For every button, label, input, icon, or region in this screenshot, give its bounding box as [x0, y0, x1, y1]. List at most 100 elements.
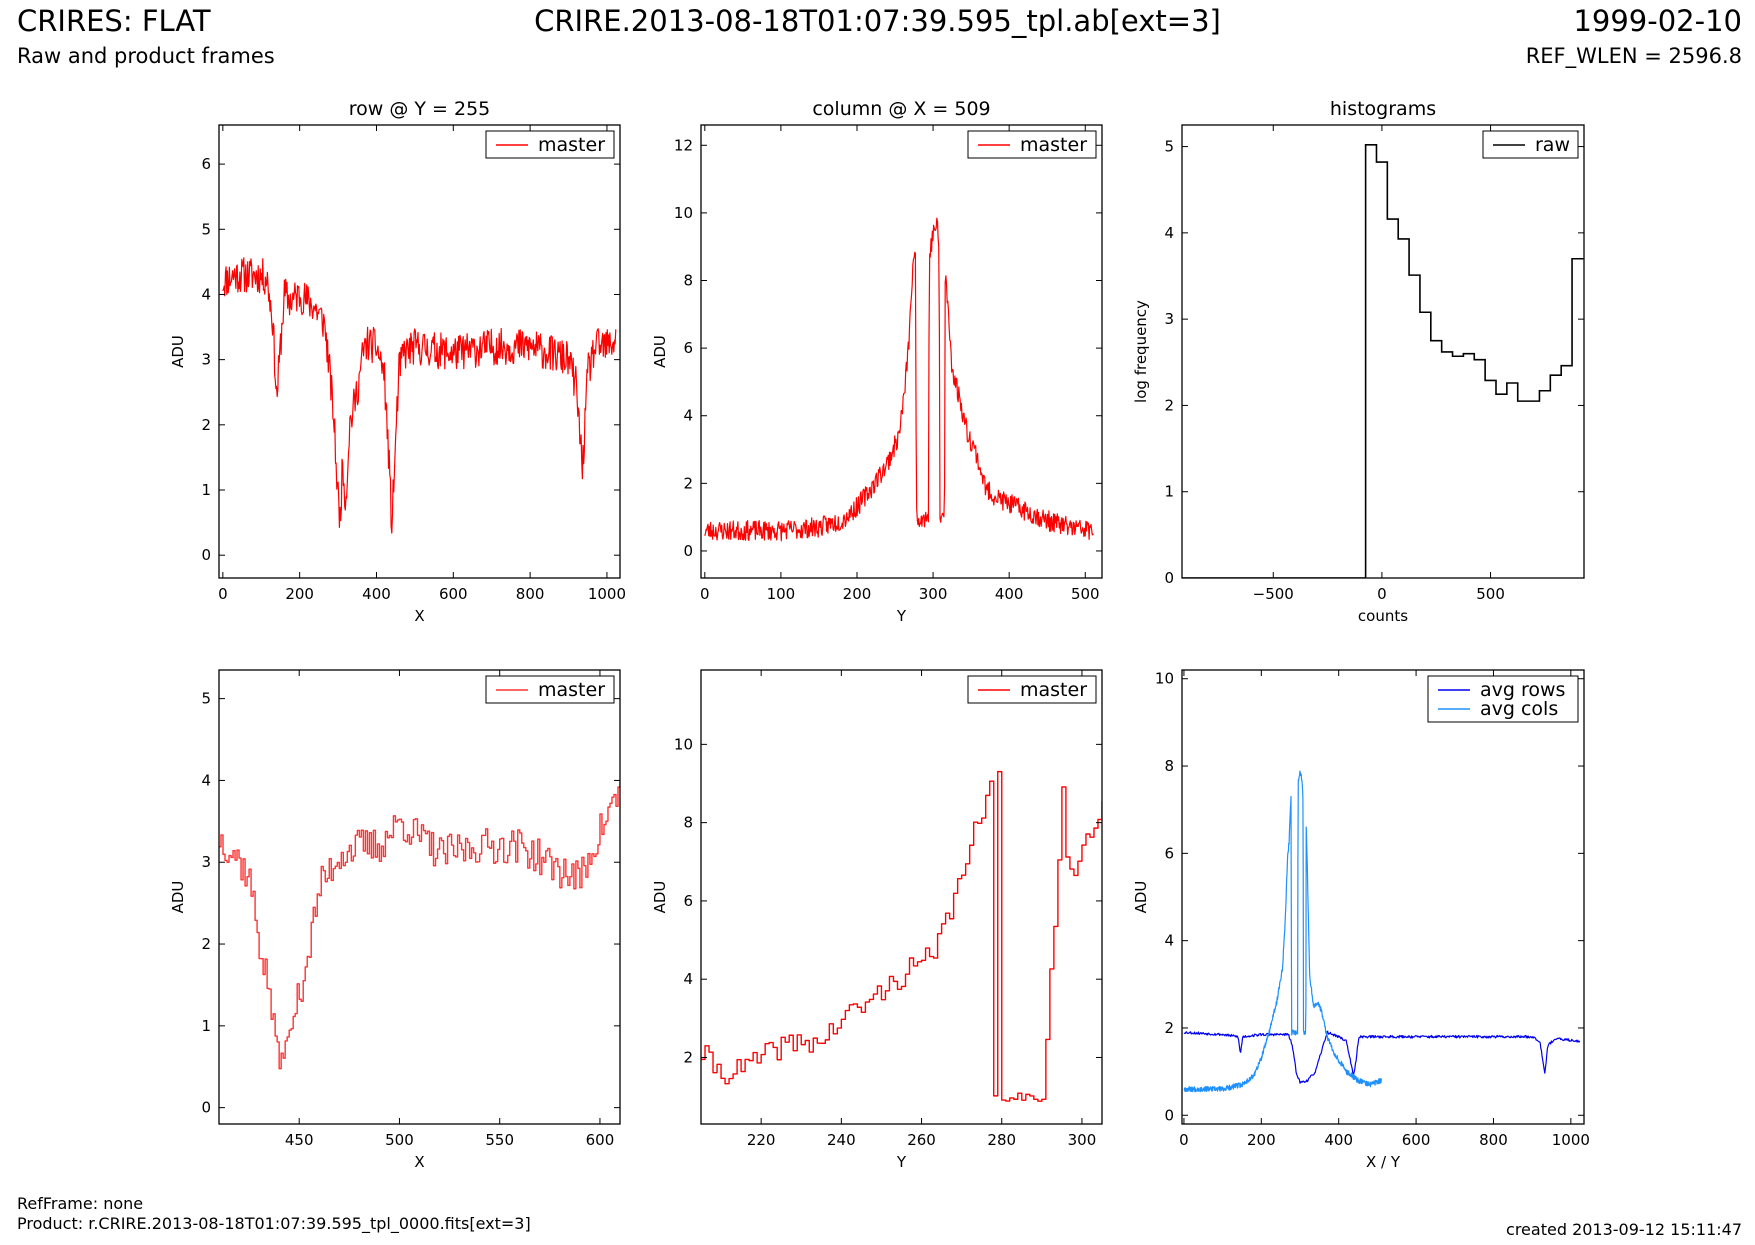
x-tick-label: −500: [1253, 585, 1294, 603]
y-tick-label: 0: [1164, 569, 1174, 587]
chart-panel-4: 450 500 550 600 0 1 2 3 4 5 X ADU master: [169, 669, 621, 1171]
report-subtitle: Raw and product frames: [17, 44, 275, 68]
y-tick-label: 1: [1164, 483, 1174, 501]
y-tick-label: 3: [201, 351, 211, 369]
x-tick-label: 200: [843, 585, 872, 603]
y-axis-label: ADU: [651, 335, 669, 368]
chart-panel-5: 220 240 260 280 300 2 4 6 8 10 Y ADU master: [651, 669, 1103, 1171]
chart-panel-6: 0 200 400 600 800 1000 0 2 4 6 8 10 X / Y ADU avg rows…: [1132, 669, 1590, 1171]
x-tick-label: 1000: [588, 585, 626, 603]
y-tick-label: 10: [1155, 670, 1174, 688]
x-tick-label: 600: [1402, 1131, 1431, 1149]
x-tick-label: 500: [1071, 585, 1100, 603]
y-tick-label: 0: [1164, 1106, 1174, 1124]
series-group: [219, 781, 620, 1070]
series-group: [701, 770, 1102, 1102]
x-axis-label: X / Y: [1366, 1153, 1401, 1171]
x-tick-label: 200: [285, 585, 314, 603]
ref-frame-text: RefFrame: none: [17, 1194, 144, 1213]
x-tick-label: 600: [439, 585, 468, 603]
plot-frame: [1181, 124, 1585, 579]
x-tick-label: 800: [516, 585, 545, 603]
x-tick-label: 240: [827, 1131, 856, 1149]
y-tick-label: 4: [1164, 932, 1174, 950]
y-tick-label: 8: [683, 814, 693, 832]
x-tick-label: 100: [767, 585, 796, 603]
plot-frame: [218, 669, 621, 1125]
y-axis-label: ADU: [169, 881, 187, 914]
chart-panel-2: 0 100 200 300 400 500 0 2 4 6 8 10 12 column @ X = 50…: [651, 98, 1103, 625]
y-tick-label: 4: [201, 285, 211, 303]
y-tick-label: 6: [683, 892, 693, 910]
ref-wavelength: REF_WLEN = 2596.8: [1525, 44, 1742, 68]
x-tick-label: 600: [586, 1131, 615, 1149]
y-tick-label: 6: [1164, 844, 1174, 862]
series-group: [1182, 144, 1584, 578]
y-tick-label: 2: [201, 416, 211, 434]
x-tick-label: 300: [919, 585, 948, 603]
plot-frame: [1181, 669, 1585, 1125]
series-line-1: [701, 770, 1102, 1102]
y-tick-label: 10: [674, 735, 693, 753]
y-tick-label: 0: [201, 1099, 211, 1117]
y-tick-label: 6: [201, 155, 211, 173]
legend-label: avg rows: [1480, 679, 1565, 701]
series-line-1: [222, 257, 617, 534]
x-tick-label: 200: [1247, 1131, 1276, 1149]
y-axis-label: log frequency: [1132, 300, 1150, 403]
y-axis-label: ADU: [651, 881, 669, 914]
legend-label: avg cols: [1480, 698, 1558, 720]
series-line-1: [1183, 1030, 1581, 1084]
series-line-2: [1183, 770, 1383, 1093]
y-tick-label: 0: [201, 546, 211, 564]
series-line-1: [219, 781, 620, 1070]
product-text: Product: r.CRIRE.2013-08-18T01:07:39.595…: [17, 1214, 531, 1233]
x-tick-label: 1000: [1552, 1131, 1590, 1149]
legend-label: raw: [1535, 134, 1570, 156]
x-tick-label: 400: [1324, 1131, 1353, 1149]
legend: master: [967, 675, 1097, 704]
file-name-title: CRIRE.2013-08-18T01:07:39.595_tpl.ab[ext…: [534, 4, 1221, 38]
y-tick-label: 3: [1164, 310, 1174, 328]
chart-panel-3: −500 0 500 0 1 2 3 4 5 histograms counts log freque…: [1132, 98, 1585, 625]
y-tick-label: 2: [1164, 396, 1174, 414]
y-axis-label: ADU: [169, 335, 187, 368]
y-tick-label: 3: [201, 853, 211, 871]
x-tick-label: 500: [385, 1131, 414, 1149]
x-tick-label: 500: [1476, 585, 1505, 603]
report-title: CRIRES: FLAT: [17, 4, 211, 38]
y-tick-label: 1: [201, 481, 211, 499]
chart-title: histograms: [1330, 98, 1436, 120]
x-tick-label: 300: [1068, 1131, 1097, 1149]
series-group: [222, 257, 617, 534]
x-tick-label: 0: [1179, 1131, 1189, 1149]
x-axis-label: X: [414, 607, 424, 625]
legend: master: [967, 130, 1097, 159]
y-tick-label: 5: [201, 220, 211, 238]
plot-frame: [700, 124, 1103, 579]
series-group: [704, 217, 1094, 542]
created-timestamp: created 2013-09-12 15:11:47: [1506, 1220, 1742, 1239]
x-axis-label: X: [414, 1153, 424, 1171]
y-tick-label: 6: [683, 339, 693, 357]
series-group: [1183, 770, 1581, 1093]
legend: master: [485, 130, 615, 159]
x-tick-label: 0: [218, 585, 228, 603]
x-tick-label: 400: [362, 585, 391, 603]
legend-label: master: [1020, 134, 1087, 156]
x-tick-label: 280: [987, 1131, 1016, 1149]
x-tick-label: 450: [285, 1131, 314, 1149]
y-tick-label: 1: [201, 1017, 211, 1035]
y-tick-label: 8: [1164, 757, 1174, 775]
legend: raw: [1482, 130, 1579, 159]
legend: master: [485, 675, 615, 704]
x-axis-label: counts: [1358, 607, 1408, 625]
x-tick-label: 800: [1479, 1131, 1508, 1149]
y-tick-label: 8: [683, 272, 693, 290]
legend-label: master: [538, 134, 605, 156]
series-line-1: [1182, 144, 1584, 578]
chart-title: row @ Y = 255: [349, 98, 491, 120]
x-tick-label: 0: [1377, 585, 1387, 603]
x-tick-label: 220: [747, 1131, 776, 1149]
y-axis-label: ADU: [1132, 881, 1150, 914]
